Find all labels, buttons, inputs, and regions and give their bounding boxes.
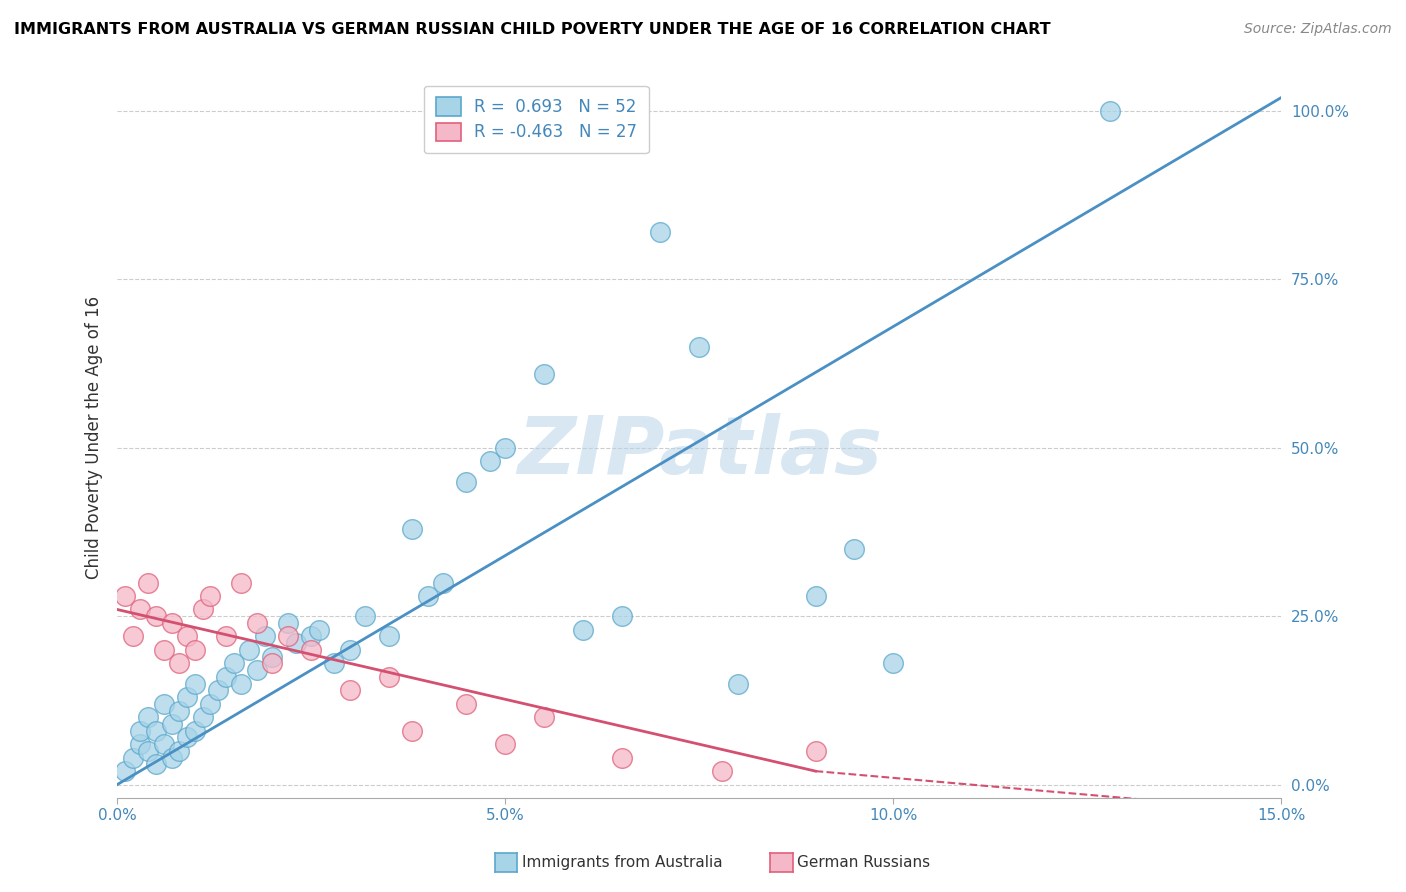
Point	[299, 643, 322, 657]
Point	[152, 643, 174, 657]
Point	[323, 657, 346, 671]
Point	[456, 697, 478, 711]
Point	[253, 629, 276, 643]
Point	[136, 710, 159, 724]
Text: Immigrants from Australia: Immigrants from Australia	[522, 855, 723, 870]
Point	[136, 575, 159, 590]
Point	[200, 697, 222, 711]
Point	[114, 589, 136, 603]
Point	[238, 643, 260, 657]
Legend: R =  0.693   N = 52, R = -0.463   N = 27: R = 0.693 N = 52, R = -0.463 N = 27	[423, 86, 648, 153]
Point	[804, 744, 827, 758]
Point	[160, 615, 183, 630]
Point	[378, 629, 401, 643]
Point	[308, 623, 330, 637]
Point	[231, 575, 253, 590]
Point	[167, 704, 190, 718]
Point	[354, 609, 377, 624]
Point	[152, 737, 174, 751]
Point	[456, 475, 478, 489]
Point	[339, 683, 361, 698]
Point	[167, 744, 190, 758]
Point	[478, 454, 501, 468]
Point	[571, 623, 593, 637]
Point	[533, 710, 555, 724]
Point	[401, 522, 423, 536]
Point	[176, 629, 198, 643]
Point	[844, 541, 866, 556]
Point	[184, 643, 207, 657]
Point	[129, 737, 152, 751]
Point	[160, 717, 183, 731]
Point	[711, 764, 734, 778]
Point	[277, 615, 299, 630]
Point	[184, 676, 207, 690]
Point	[145, 757, 167, 772]
Point	[339, 643, 361, 657]
Point	[222, 657, 245, 671]
Point	[167, 657, 190, 671]
Point	[121, 750, 143, 764]
Point	[136, 744, 159, 758]
Point	[804, 589, 827, 603]
Point	[215, 670, 238, 684]
Point	[727, 676, 749, 690]
Text: German Russians: German Russians	[797, 855, 931, 870]
Text: ZIPatlas: ZIPatlas	[516, 413, 882, 491]
Point	[401, 723, 423, 738]
Point	[200, 589, 222, 603]
Point	[114, 764, 136, 778]
Point	[160, 750, 183, 764]
Point	[1099, 104, 1122, 119]
Point	[176, 690, 198, 704]
Point	[284, 636, 307, 650]
Point	[176, 731, 198, 745]
Point	[378, 670, 401, 684]
Point	[184, 723, 207, 738]
Y-axis label: Child Poverty Under the Age of 16: Child Poverty Under the Age of 16	[86, 296, 103, 579]
Point	[215, 629, 238, 643]
Point	[145, 723, 167, 738]
Point	[650, 225, 672, 239]
Point	[494, 737, 516, 751]
Point	[191, 602, 214, 616]
Point	[129, 723, 152, 738]
Point	[533, 367, 555, 381]
Point	[231, 676, 253, 690]
Point	[277, 629, 299, 643]
Point	[494, 441, 516, 455]
Point	[610, 750, 633, 764]
Point	[246, 615, 269, 630]
Point	[145, 609, 167, 624]
Point	[129, 602, 152, 616]
Point	[416, 589, 439, 603]
Point	[432, 575, 454, 590]
Point	[207, 683, 229, 698]
Point	[882, 657, 904, 671]
Text: IMMIGRANTS FROM AUSTRALIA VS GERMAN RUSSIAN CHILD POVERTY UNDER THE AGE OF 16 CO: IMMIGRANTS FROM AUSTRALIA VS GERMAN RUSS…	[14, 22, 1050, 37]
Point	[299, 629, 322, 643]
Point	[262, 657, 284, 671]
Point	[262, 649, 284, 664]
Point	[152, 697, 174, 711]
Text: Source: ZipAtlas.com: Source: ZipAtlas.com	[1244, 22, 1392, 37]
Point	[121, 629, 143, 643]
Point	[191, 710, 214, 724]
Point	[610, 609, 633, 624]
Point	[246, 663, 269, 677]
Point	[688, 340, 710, 354]
